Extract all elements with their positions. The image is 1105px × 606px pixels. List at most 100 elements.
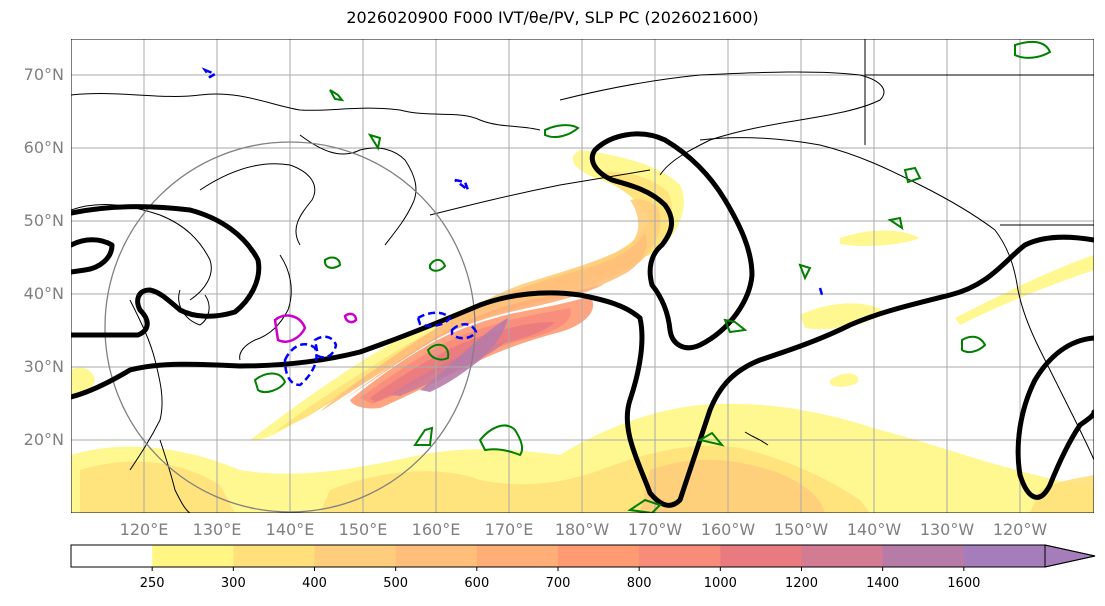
longitude-label: 150°E xyxy=(338,520,388,539)
ivt-ar-level-0 xyxy=(250,150,684,441)
slp-contour-western-high xyxy=(71,204,262,338)
longitude-label: 130°W xyxy=(919,520,975,539)
pv-contour-5 xyxy=(253,372,287,393)
theta-e-neg-3 xyxy=(416,311,452,328)
theta-e-neg-5 xyxy=(201,67,218,79)
ivt-east-patch-2 xyxy=(800,303,885,330)
latitude-label: 40°N xyxy=(23,284,64,303)
colorbar-tick-label: 1600 xyxy=(947,576,981,591)
ivt-east-patch-1 xyxy=(840,230,920,246)
ivt-ar-level-9 xyxy=(420,318,508,392)
colorbar-tick-label: 1400 xyxy=(866,576,900,591)
longitude-label: 120°W xyxy=(992,520,1048,539)
ivt-ar-level-3 xyxy=(320,232,647,412)
latitude-label: 60°N xyxy=(23,138,64,157)
longitude-label: 160°E xyxy=(411,520,461,539)
ivt-tropical-core-1 xyxy=(80,461,235,513)
coast-kamchatka xyxy=(299,134,417,246)
colorbar-extend-arrow xyxy=(1044,544,1096,568)
coast-japan xyxy=(239,254,292,361)
colorbar-swatch xyxy=(639,545,721,567)
pv-contour-4 xyxy=(413,426,434,446)
colorbar-swatch xyxy=(801,545,884,567)
slp-contour-east-low xyxy=(1015,335,1094,500)
coast-alaska xyxy=(559,71,885,176)
colorbar-swatch xyxy=(395,545,478,567)
colorbar-tick-label: 800 xyxy=(626,576,652,591)
longitude-label: 140°E xyxy=(265,520,315,539)
colorbar-swatch xyxy=(71,545,153,567)
pv-contour-10 xyxy=(429,258,447,272)
map-title: 2026020900 F000 IVT/θe/PV, SLP PC (20260… xyxy=(346,8,759,27)
slp-contour-western-loop xyxy=(71,237,115,275)
longitude-label: 170°E xyxy=(484,520,534,539)
longitude-label: 130°E xyxy=(192,520,242,539)
colorbar-swatch xyxy=(314,545,397,567)
longitude-label: 180°W xyxy=(554,520,610,539)
longitude-label: 170°W xyxy=(627,520,683,539)
pv-contour-14 xyxy=(627,498,662,513)
ivt-tropical-core-3 xyxy=(640,459,825,513)
ivt-east-patch-4 xyxy=(830,373,859,387)
pv-contour-1 xyxy=(329,89,345,102)
slp-contours xyxy=(71,131,1094,508)
coast-siberia-north xyxy=(71,93,541,131)
theta-e-neg-6 xyxy=(454,178,471,194)
theta-e-pos-1 xyxy=(273,314,307,343)
colorbar-swatch xyxy=(152,545,234,567)
coast-aleutians xyxy=(429,169,651,216)
theta-e-neg-2 xyxy=(313,335,338,359)
slp-contour-alaska-loop xyxy=(589,131,755,351)
latitude-label: 30°N xyxy=(23,357,64,376)
pv-contour-7 xyxy=(1014,40,1052,59)
pv-contour-2 xyxy=(544,124,580,138)
coast-korea xyxy=(178,289,210,326)
colorbar-swatch xyxy=(720,545,802,567)
slp-contour-main-band xyxy=(71,234,1094,508)
pv-contour-13 xyxy=(697,431,725,447)
coast-bc-usa xyxy=(994,229,1094,461)
coastlines xyxy=(71,39,1094,513)
range-ring xyxy=(104,141,476,513)
colorbar xyxy=(70,544,1096,571)
coast-hawaii xyxy=(744,431,769,446)
pv-contour-6 xyxy=(426,343,450,361)
pv-contour-16 xyxy=(887,216,904,231)
theta-e-neg-7 xyxy=(818,287,825,299)
pv-contour-3 xyxy=(478,424,524,457)
pv-contour-17 xyxy=(798,263,812,281)
longitude-label: 120°E xyxy=(119,520,169,539)
ivt-east-patch-3 xyxy=(955,255,1094,325)
theta-e-positive-contours xyxy=(273,312,358,343)
theta-e-pos-2 xyxy=(343,312,358,324)
latitude-label: 20°N xyxy=(23,430,64,449)
coast-china-east xyxy=(129,299,163,471)
pv-contour-12 xyxy=(723,318,748,334)
colorbar-tick-label: 250 xyxy=(139,576,165,591)
colorbar-outline xyxy=(70,544,1096,568)
coast-gulf-alaska xyxy=(699,137,996,231)
ivt-far-west-patch xyxy=(71,367,95,395)
colorbar-tick-label: 400 xyxy=(302,576,327,591)
colorbar-swatch xyxy=(882,545,965,567)
pv-contour-8 xyxy=(961,335,987,354)
pv-contour-15 xyxy=(367,133,382,151)
pv-contour-9 xyxy=(903,166,922,184)
colorbar-tick-label: 500 xyxy=(383,576,409,591)
colorbar-tick-label: 1000 xyxy=(703,576,737,591)
longitude-label: 150°W xyxy=(773,520,829,539)
theta-e-neg-1 xyxy=(283,343,318,387)
coast-okhotsk xyxy=(199,163,316,246)
latitude-label: 70°N xyxy=(23,65,64,84)
colorbar-tick-label: 700 xyxy=(545,576,571,591)
colorbar-tick-label: 1200 xyxy=(784,576,819,591)
pv-contour-11 xyxy=(324,256,342,269)
ivt-shading xyxy=(71,150,1094,513)
colorbar-swatch xyxy=(476,545,559,567)
theta-e-negative-contours xyxy=(201,67,825,387)
longitude-label: 160°W xyxy=(700,520,756,539)
ivt-tropical-core-4 xyxy=(1030,475,1094,513)
longitude-label: 140°W xyxy=(846,520,902,539)
theta-e-neg-4 xyxy=(450,323,478,340)
